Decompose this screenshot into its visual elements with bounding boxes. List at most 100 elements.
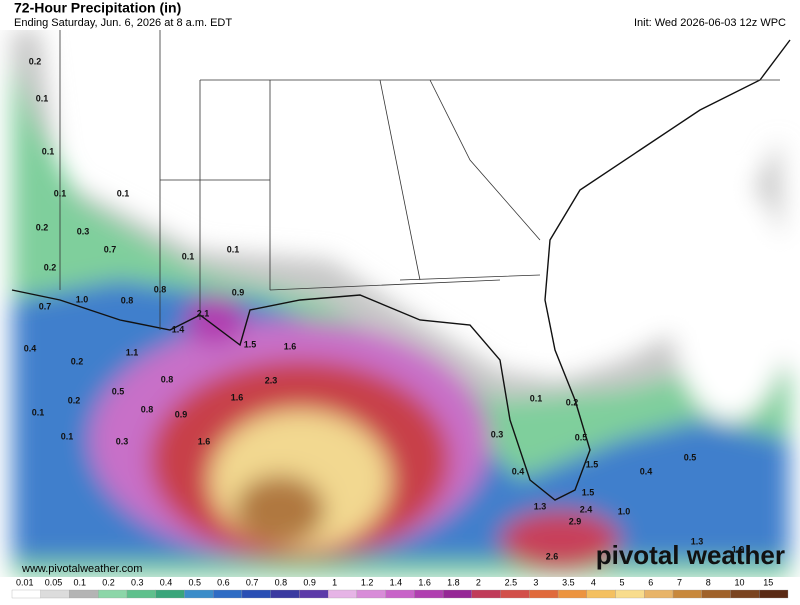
colorbar-label: 5 <box>620 577 625 587</box>
precip-label: 0.5 <box>684 452 697 462</box>
precip-label: 0.4 <box>512 466 525 476</box>
init-time: Init: Wed 2026-06-03 12z WPC <box>634 17 786 29</box>
precip-label: 0.1 <box>182 251 195 261</box>
precip-label: 2.9 <box>569 516 582 526</box>
precip-label: 2.6 <box>546 551 559 561</box>
title: 72-Hour Precipitation (in) <box>14 0 181 16</box>
precip-label: 0.2 <box>71 356 84 366</box>
precip-label: 0.3 <box>116 436 129 446</box>
precip-label: 0.3 <box>491 429 504 439</box>
precip-label: 0.2 <box>566 397 579 407</box>
precip-label: 0.1 <box>42 146 55 156</box>
colorbar-swatch <box>327 589 358 599</box>
colorbar-swatch <box>414 589 444 599</box>
precip-label: 0.2 <box>29 56 42 66</box>
colorbar-swatch <box>241 589 271 599</box>
colorbar-swatch <box>529 589 559 599</box>
precip-label: 0.1 <box>32 407 45 417</box>
colorbar-swatch <box>385 589 415 599</box>
precip-label: 0.4 <box>24 343 37 353</box>
watermark: pivotal weather <box>596 540 785 570</box>
colorbar-label: 4 <box>591 577 596 587</box>
colorbar-label: 6 <box>648 577 653 587</box>
subtitle: Ending Saturday, Jun. 6, 2026 at 8 a.m. … <box>14 17 232 29</box>
colorbar-label: 0.01 <box>16 577 34 587</box>
precip-label: 0.7 <box>104 244 117 254</box>
colorbar-label: 0.2 <box>102 577 115 587</box>
precip-label: 0.8 <box>121 295 134 305</box>
colorbar-label: 3 <box>533 577 538 587</box>
precip-label: 0.8 <box>154 284 167 294</box>
precip-label: 1.6 <box>284 341 297 351</box>
precip-label: 0.2 <box>44 262 57 272</box>
colorbar-label: 3.5 <box>562 577 575 587</box>
colorbar-label: 0.3 <box>131 577 144 587</box>
precip-label: 1.3 <box>534 501 547 511</box>
header-bar <box>0 0 800 30</box>
colorbar-label: 10 <box>735 577 745 587</box>
colorbar-swatch <box>213 589 243 599</box>
precip-label: 0.1 <box>36 93 49 103</box>
map-labels: 0.2 0.1 0.1 0.1 0.1 0.2 0.3 0.7 0.1 0.1 0.2 0.8 0.7 1… <box>24 56 745 561</box>
colorbar-label: 15 <box>763 577 773 587</box>
precip-field <box>12 30 790 578</box>
precip-label: 0.5 <box>112 386 125 396</box>
colorbar-swatch <box>98 589 128 599</box>
colorbar-label: 0.1 <box>73 577 86 587</box>
colorbar-swatch <box>69 589 99 599</box>
precip-label: 1.0 <box>618 506 631 516</box>
precip-label: 0.5 <box>575 432 588 442</box>
precip-label: 1.3 <box>691 536 704 546</box>
precip-label: 0.9 <box>232 287 245 297</box>
precip-label: 1.6 <box>198 436 211 446</box>
colorbar-label: 0.8 <box>275 577 288 587</box>
colorbar-label: 1.4 <box>390 577 403 587</box>
colorbar-swatch <box>184 589 214 599</box>
precip-label: 0.1 <box>530 393 543 403</box>
precip-label: 0.3 <box>77 226 90 236</box>
colorbar-label: 0.9 <box>303 577 316 587</box>
precip-label: 0.9 <box>175 409 188 419</box>
colorbar-swatch <box>586 589 616 599</box>
colorbar-label: 0.4 <box>160 577 173 587</box>
colorbar-swatch <box>356 589 386 599</box>
precip-label: 1.6 <box>231 392 244 402</box>
colorbar-swatch <box>471 589 501 599</box>
precip-label: 0.1 <box>117 188 130 198</box>
colorbar-label: 1.6 <box>418 577 431 587</box>
colorbar-swatch <box>701 589 731 599</box>
precip-label: 0.2 <box>68 395 81 405</box>
colorbar-label: 1 <box>332 577 337 587</box>
precip-label: 1.4 <box>172 324 185 334</box>
precip-label: 2.1 <box>197 308 210 318</box>
colorbar-swatch <box>270 589 300 599</box>
colorbar-label: 2 <box>476 577 481 587</box>
colorbar-label: 7 <box>677 577 682 587</box>
colorbar-swatch <box>557 589 587 599</box>
colorbar-swatch <box>155 589 185 599</box>
colorbar-label: 2.5 <box>505 577 518 587</box>
precip-label: 1.1 <box>126 347 139 357</box>
colorbar-label: 0.6 <box>217 577 230 587</box>
colorbar-label: 1.8 <box>447 577 460 587</box>
precip-label: 0.1 <box>61 431 74 441</box>
colorbar-swatch <box>500 589 530 599</box>
colorbar: 0.01 0.05 0.1 0.2 0.3 0.4 0.5 0.6 0.7 0.8 0.9 1 1.2 1… <box>11 577 789 599</box>
colorbar-swatch <box>759 589 789 599</box>
colorbar-swatch <box>615 589 645 599</box>
precip-label: 2.4 <box>580 504 593 514</box>
website: www.pivotalweather.com <box>21 563 142 575</box>
precip-label: 1.9 <box>732 544 745 554</box>
precip-label: 1.5 <box>244 339 257 349</box>
colorbar-label: 0.7 <box>246 577 259 587</box>
colorbar-swatch <box>442 589 473 599</box>
precip-label: 0.1 <box>54 188 67 198</box>
precip-label: 1.5 <box>586 459 599 469</box>
colorbar-swatch <box>644 589 674 599</box>
precip-label: 1.0 <box>76 294 89 304</box>
coastline <box>11 39 791 501</box>
colorbar-label: 8 <box>706 577 711 587</box>
precip-label: 0.4 <box>640 466 653 476</box>
